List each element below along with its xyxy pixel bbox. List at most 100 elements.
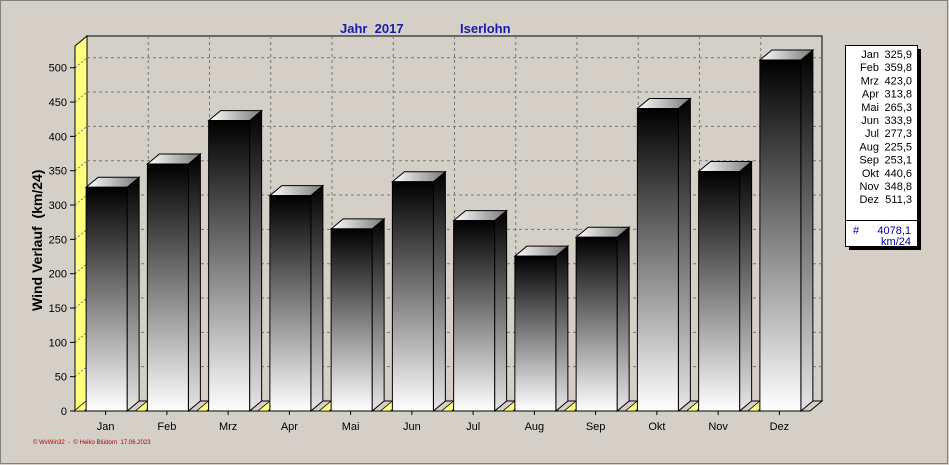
legend-entry-value: 225,5	[884, 141, 912, 153]
x-tick-label: Jan	[97, 421, 115, 433]
bar-side	[187, 152, 201, 413]
bar-side	[310, 184, 324, 413]
bar-front	[146, 163, 189, 412]
grid-line-diag	[74, 331, 88, 343]
bar-jan	[73, 176, 141, 413]
bar-front	[391, 181, 434, 412]
bar-dez	[746, 48, 815, 413]
bar-front	[698, 171, 741, 412]
legend-entry-label: Sep	[859, 155, 879, 167]
grid-line-diag	[74, 126, 88, 137]
x-tick-label: Mrz	[219, 421, 237, 433]
bar-side	[249, 109, 263, 413]
legend-entry: Aug 225,5	[859, 141, 912, 153]
chart-title-year: Jahr 2017	[340, 21, 404, 36]
legend-entry: Feb 359,8	[860, 62, 912, 74]
bar-apr	[256, 184, 325, 413]
x-tick-label: Okt	[648, 421, 665, 433]
legend-entry-label: Jan	[861, 49, 879, 61]
credit-text: © WvWin32 - © Heiko Blüdorn 17.06.2023	[33, 439, 151, 446]
x-tick-label: Jun	[403, 421, 421, 433]
x-tick-label: Nov	[708, 421, 728, 433]
bar-front	[85, 186, 128, 412]
y-tick-label: 300	[49, 200, 67, 212]
bar-side	[800, 48, 814, 413]
x-tick-label: Apr	[281, 421, 298, 433]
grid-line-diag	[74, 57, 88, 69]
x-tick-label: Aug	[525, 421, 545, 433]
legend-entry: Dez 511,3	[859, 194, 912, 206]
bar-feb	[134, 152, 202, 413]
legend-entry-value: 359,8	[884, 62, 912, 74]
grid-line-diag	[74, 91, 88, 103]
legend-entry: Okt 440,6	[862, 168, 912, 180]
legend-entry-value: 333,9	[884, 115, 912, 127]
x-tick-label: Jul	[466, 421, 480, 433]
legend-entry: Jan 325,9	[861, 49, 912, 61]
bar-front	[636, 108, 679, 412]
legend-entry-value: 265,3	[884, 102, 912, 114]
grid-line-diag	[74, 263, 88, 275]
bars	[73, 48, 815, 413]
y-tick-label: 100	[49, 337, 67, 349]
y-tick-label: 450	[49, 97, 67, 109]
legend-total-unit: km/24	[881, 236, 911, 248]
x-tick-label: Feb	[157, 421, 176, 433]
bar-side	[616, 226, 630, 413]
chart-title-location: Iserlohn	[460, 21, 511, 36]
legend-entry: Apr 313,8	[862, 89, 912, 101]
bar-front	[330, 228, 373, 412]
legend-entry-value: 440,6	[884, 168, 912, 180]
bar-mai	[318, 217, 386, 413]
legend-entry-value: 277,3	[884, 128, 912, 140]
bar-jul	[440, 209, 509, 413]
legend-entry-label: Feb	[860, 62, 879, 74]
bar-side	[739, 160, 753, 413]
bar-side	[494, 209, 508, 413]
legend-entry-value: 253,1	[884, 155, 912, 167]
bar-side	[432, 170, 446, 413]
legend-entries: Jan 325,9 Feb 359,8 Mrz 423,0 Apr 313,8 Mai 265,3…	[859, 49, 912, 206]
bar-side	[126, 176, 140, 413]
legend-entry: Mai 265,3	[861, 102, 912, 114]
legend-total-symbol: #	[853, 225, 860, 237]
bar-okt	[624, 97, 692, 413]
bar-front	[759, 59, 802, 412]
bar-jun	[379, 170, 447, 413]
x-axis-ticks: Jan Feb Mrz Apr Mai Jun Jul Aug Sep Okt Nov Dez	[97, 411, 789, 433]
legend-entry-label: Nov	[859, 181, 879, 193]
legend-entry-label: Jun	[861, 115, 879, 127]
x-tick-label: Sep	[586, 421, 606, 433]
left-wall	[74, 34, 88, 413]
y-axis-label: Wind Verlauf (km/24)	[29, 170, 45, 311]
grid-line-diag	[74, 228, 88, 240]
grid-line-diag	[74, 194, 88, 206]
bar-front	[514, 255, 557, 412]
x-tick-label: Mai	[342, 421, 360, 433]
y-axis-ticks: 0 50 100 150 200 250 300 350 400 450 500	[49, 46, 76, 418]
legend-entry: Mrz 423,0	[861, 75, 912, 87]
grid-line-diag	[74, 297, 88, 309]
y-tick-label: 0	[61, 406, 67, 418]
bar-front	[269, 195, 312, 412]
y-tick-label: 250	[49, 234, 67, 246]
bar-aug	[501, 245, 570, 413]
legend-entry-label: Mrz	[861, 75, 879, 87]
y-tick-label: 150	[49, 303, 67, 315]
legend-entry-value: 423,0	[884, 75, 912, 87]
x-tick-label: Dez	[770, 421, 790, 433]
legend: Jan 325,9 Feb 359,8 Mrz 423,0 Apr 313,8 Mai 265,3…	[845, 45, 921, 250]
legend-entry-value: 511,3	[885, 194, 912, 206]
legend-entry-value: 325,9	[884, 49, 912, 61]
y-tick-label: 350	[49, 166, 67, 178]
y-tick-label: 200	[49, 269, 67, 281]
bar-front	[575, 236, 618, 412]
y-tick-label: 400	[49, 131, 67, 143]
bar-sep	[563, 226, 631, 413]
grid-line-diag	[74, 366, 88, 378]
bar-nov	[685, 160, 754, 413]
legend-entry-label: Okt	[862, 168, 879, 180]
legend-total-value: 4078,1	[877, 225, 911, 237]
legend-entry-label: Apr	[862, 89, 879, 101]
